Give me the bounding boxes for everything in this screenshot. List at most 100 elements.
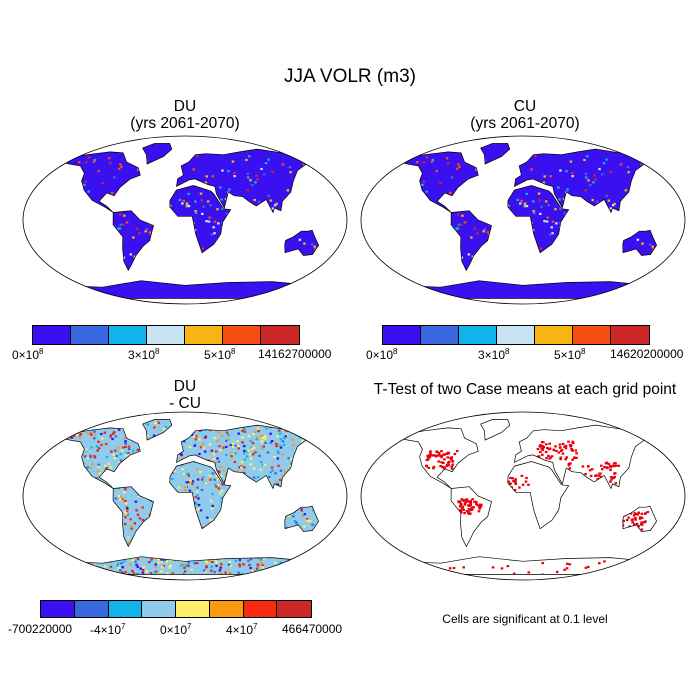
grid-cell <box>206 561 209 564</box>
significant-cell <box>460 511 463 514</box>
grid-cell <box>196 154 199 158</box>
grid-cell <box>306 518 309 521</box>
significant-cell <box>569 462 572 465</box>
grid-cell <box>90 433 93 436</box>
grid-cell <box>225 431 229 434</box>
grid-cell <box>199 446 203 449</box>
grid-cell <box>196 468 200 471</box>
significant-cell <box>637 511 640 514</box>
grid-cell <box>192 168 195 171</box>
significant-cell <box>563 445 566 448</box>
grid-cell <box>215 474 218 478</box>
significant-cell <box>469 499 472 503</box>
grid-cell <box>301 423 305 426</box>
grid-cell <box>276 457 280 460</box>
grid-cell <box>58 433 61 436</box>
significant-cell <box>461 507 464 510</box>
grid-cell <box>198 429 202 432</box>
grid-cell <box>186 573 189 575</box>
grid-cell <box>278 444 282 447</box>
grid-cell <box>194 496 198 499</box>
grid-cell <box>133 255 137 258</box>
grid-cell <box>153 571 157 574</box>
map-ttest <box>358 410 688 582</box>
colorbar-diff-label-min: -700220000 <box>8 622 73 636</box>
significant-cell <box>609 468 612 472</box>
significant-cell <box>598 472 601 475</box>
significant-cell <box>443 466 447 469</box>
grid-cell <box>210 569 213 572</box>
colorbar-cu-label-min: 0×108 <box>366 347 398 362</box>
grid-cell <box>191 481 195 484</box>
grid-cell <box>60 557 64 560</box>
grid-cell <box>482 230 485 233</box>
grid-cell <box>213 437 217 440</box>
grid-cell <box>523 204 527 207</box>
grid-cell <box>430 160 434 163</box>
significant-cell <box>640 516 644 519</box>
significant-cell <box>448 460 451 463</box>
grid-cell <box>195 509 198 512</box>
grid-cell <box>125 510 129 514</box>
grid-cell <box>171 572 174 575</box>
grid-cell <box>103 464 107 467</box>
grid-cell <box>76 428 80 431</box>
grid-cell <box>58 438 60 441</box>
grid-cell <box>225 445 228 448</box>
significant-cell <box>367 564 370 566</box>
coastline-australia <box>284 229 320 256</box>
grid-cell <box>120 562 123 565</box>
grid-cell <box>210 449 214 452</box>
significant-cell <box>594 474 597 477</box>
grid-cell <box>207 559 211 562</box>
significant-cell <box>440 450 443 453</box>
grid-cell <box>471 255 475 258</box>
grid-cell <box>100 432 103 436</box>
grid-cell <box>281 453 284 456</box>
significant-cell <box>472 506 475 509</box>
significant-cell <box>514 478 517 481</box>
grid-cell <box>284 435 288 438</box>
grid-cell <box>215 560 218 563</box>
grid-cell <box>89 466 93 469</box>
grid-cell <box>93 456 97 459</box>
grid-cell <box>586 155 589 158</box>
grid-cell <box>213 220 217 223</box>
grid-cell <box>602 162 606 165</box>
grid-cell <box>241 441 244 444</box>
significant-cell <box>509 482 512 485</box>
grid-cell <box>281 567 285 570</box>
grid-cell <box>241 429 244 432</box>
grid-cell <box>277 464 280 467</box>
grid-cell <box>249 179 252 182</box>
grid-cell <box>259 468 263 472</box>
significant-cell <box>625 519 629 522</box>
grid-cell <box>211 175 214 178</box>
significant-cell <box>558 443 562 446</box>
grid-cell <box>141 506 144 509</box>
grid-cell <box>240 461 244 464</box>
grid-cell <box>448 191 452 195</box>
grid-cell <box>253 198 256 202</box>
grid-cell <box>270 466 274 469</box>
significant-cell <box>459 504 463 507</box>
significant-cell <box>555 570 559 573</box>
grid-cell <box>227 170 230 173</box>
grid-cell <box>264 441 267 444</box>
grid-cell <box>221 483 224 486</box>
grid-cell <box>279 561 282 564</box>
grid-cell <box>557 186 560 189</box>
grid-cell <box>169 564 172 567</box>
grid-cell <box>323 546 326 548</box>
significant-cell <box>640 523 644 526</box>
grid-cell <box>287 571 290 574</box>
grid-cell <box>457 223 460 226</box>
grid-cell <box>107 157 111 160</box>
grid-cell <box>139 567 143 570</box>
grid-cell <box>63 562 67 565</box>
grid-cell <box>92 570 95 573</box>
grid-cell <box>215 564 218 567</box>
grid-cell <box>256 476 260 479</box>
significant-cell <box>552 449 556 452</box>
significant-cell <box>443 453 446 456</box>
